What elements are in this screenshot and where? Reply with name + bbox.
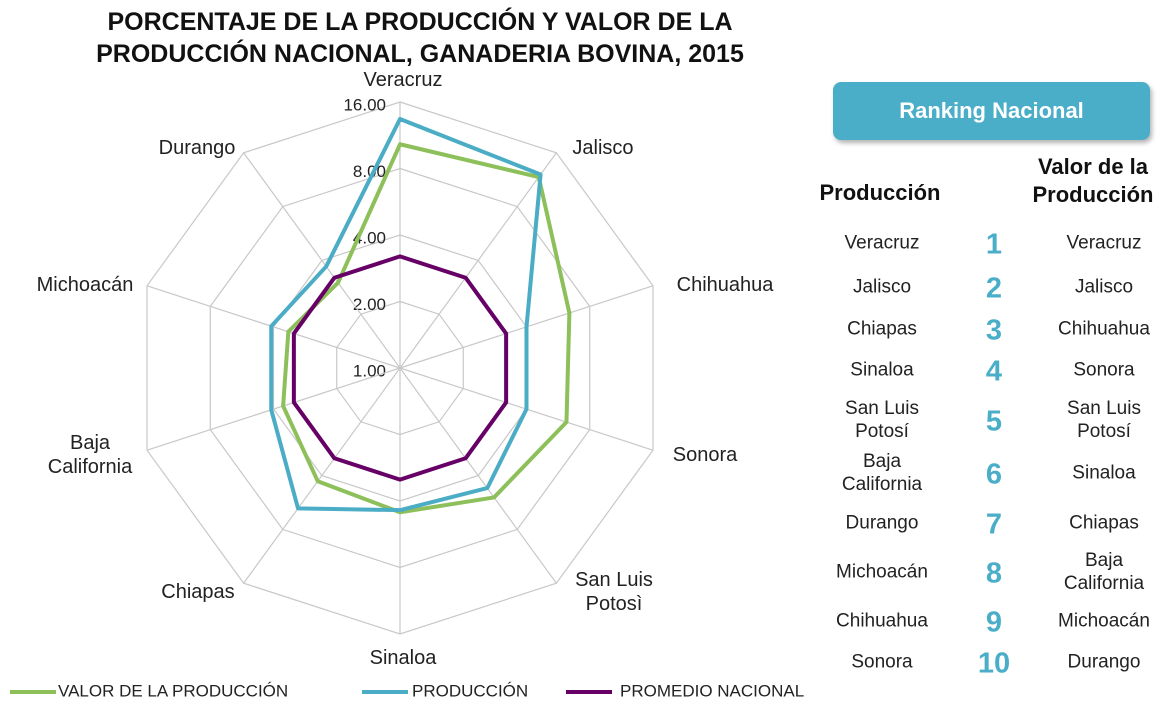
column-header: Producción <box>819 180 941 205</box>
spoke <box>146 367 401 451</box>
legend-label: VALOR DE LA PRODUCCIÓN <box>58 681 288 700</box>
rank-number: 6 <box>985 458 1003 491</box>
category-label: Durango <box>158 137 236 159</box>
production-cell: Baja California <box>841 451 923 495</box>
spoke <box>243 367 401 584</box>
category-label: Veracruz <box>363 69 443 91</box>
rank-number: 7 <box>985 508 1003 541</box>
rank-number: 8 <box>985 557 1003 590</box>
production-cell: Jalisco <box>852 276 912 298</box>
series-line <box>291 254 509 482</box>
value-cell: Chihuahua <box>1058 318 1150 340</box>
spoke <box>146 285 401 369</box>
value-cell: San Luis Potosí <box>1067 398 1141 442</box>
value-cell: Sinaloa <box>1072 462 1136 484</box>
category-label: San Luis Potosì <box>575 569 653 615</box>
value-cell: Sonora <box>1073 359 1135 381</box>
production-cell: Durango <box>845 512 919 534</box>
spoke <box>243 152 401 369</box>
production-cell: Sinaloa <box>850 359 914 381</box>
category-label: Michoacán <box>36 274 134 296</box>
column-header: Valor de la Producción <box>1032 154 1154 207</box>
production-cell: Veracruz <box>844 232 920 254</box>
value-cell: Baja California <box>1063 550 1145 594</box>
legend-label: PRODUCCIÓN <box>412 681 528 700</box>
rank-number: 9 <box>985 606 1003 639</box>
category-label: Chiapas <box>161 581 235 603</box>
r-tick-label: 2.00 <box>353 295 386 314</box>
spoke <box>399 367 557 584</box>
rank-number: 1 <box>985 228 1003 261</box>
rank-number: 2 <box>985 272 1003 305</box>
category-label: Sonora <box>672 444 738 466</box>
category-label: Chihuahua <box>676 274 774 296</box>
rank-number: 4 <box>985 355 1003 388</box>
category-label: Baja California <box>47 432 133 478</box>
production-cell: Chiapas <box>847 318 917 340</box>
production-cell: Sonora <box>851 651 913 673</box>
value-cell: Michoacán <box>1058 610 1150 632</box>
rank-number: 3 <box>985 314 1003 347</box>
value-cell: Chiapas <box>1069 512 1139 534</box>
rank-number: 5 <box>985 405 1003 438</box>
production-cell: San Luis Potosí <box>845 398 919 442</box>
production-cell: Chihuahua <box>836 610 928 632</box>
chart-title: PORCENTAJE DE LA PRODUCCIÓN Y VALOR DE L… <box>96 8 744 68</box>
value-cell: Veracruz <box>1066 232 1142 254</box>
ranking-title: Ranking Nacional <box>833 82 1150 140</box>
value-cell: Jalisco <box>1074 276 1134 298</box>
rank-number: 10 <box>977 647 1011 680</box>
series-line <box>269 117 543 513</box>
legend-label: PROMEDIO NACIONAL <box>620 681 804 700</box>
spoke <box>399 152 557 369</box>
category-label: Jalisco <box>572 137 634 159</box>
value-cell: Durango <box>1067 651 1141 673</box>
category-label: Sinaloa <box>369 647 437 669</box>
production-cell: Michoacán <box>836 561 928 583</box>
r-tick-label: 16.00 <box>343 95 386 114</box>
